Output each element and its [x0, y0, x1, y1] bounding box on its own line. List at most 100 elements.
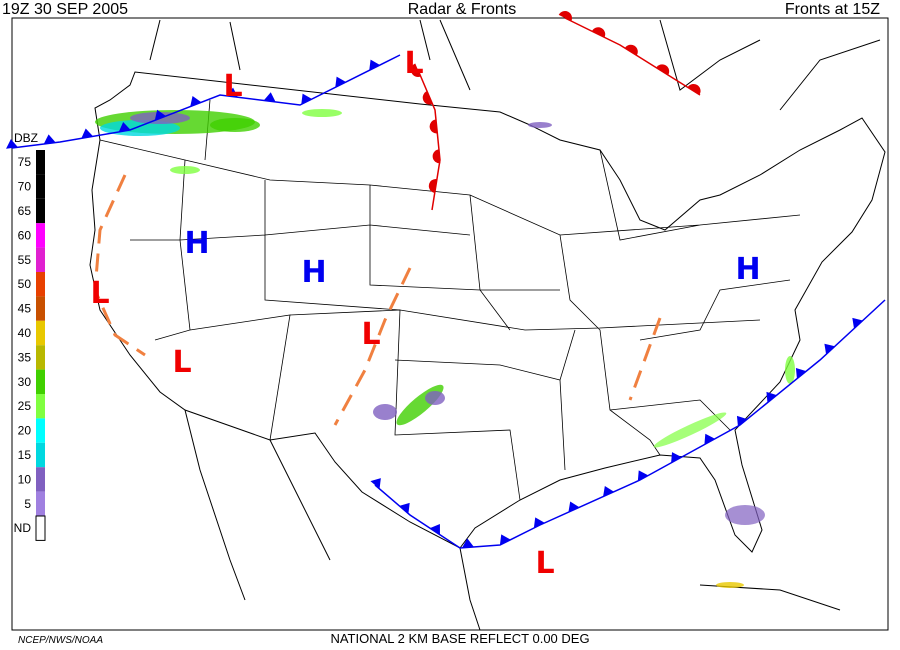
legend-swatch [36, 442, 45, 468]
high-center: H [301, 255, 326, 290]
legend-label: 25 [18, 399, 32, 413]
front-symbol [766, 391, 777, 403]
pressure-centers: L L H H L L L H L [90, 46, 760, 581]
low-center: L [361, 317, 380, 352]
front-symbol [852, 317, 863, 329]
high-center: H [184, 226, 209, 261]
legend-label: 55 [18, 253, 32, 267]
legend-title: DBZ [14, 131, 38, 145]
legend-swatch [36, 247, 45, 272]
front-symbol [399, 502, 410, 514]
radar-echo [170, 166, 200, 174]
legend-label: 75 [18, 155, 32, 169]
front-symbol [591, 27, 606, 38]
legend-swatch [36, 491, 45, 516]
legend-label: 35 [18, 350, 32, 364]
legend-swatch [36, 198, 45, 224]
front-symbol [603, 485, 615, 497]
radar-echo [210, 118, 260, 132]
legend-label: 5 [24, 497, 31, 511]
neighbor-coasts [149, 19, 881, 631]
front-symbol [533, 517, 545, 529]
legend: 75 70 65 60 55 50 45 40 35 30 25 20 15 10 5 ND [14, 150, 46, 541]
legend-label: 15 [18, 448, 32, 462]
legend-label: 65 [18, 204, 32, 218]
legend-swatch [36, 345, 45, 370]
radar-echo [425, 391, 445, 405]
front-symbol [736, 415, 748, 427]
header-fronts: Fronts at 15Z [785, 1, 880, 18]
legend-label: 10 [18, 472, 32, 486]
low-center: L [404, 46, 423, 81]
front-symbol [301, 93, 313, 105]
map-frame [11, 17, 889, 631]
front-symbol [558, 11, 572, 22]
legend-swatch [36, 174, 45, 199]
legend-label: 60 [18, 228, 32, 242]
radar-echo [725, 505, 765, 525]
header-time: 19Z 30 SEP 2005 [2, 1, 128, 18]
front-symbol [432, 149, 441, 164]
warm-front [417, 69, 441, 211]
legend-swatch [36, 150, 45, 175]
legend-swatch [36, 369, 45, 394]
product-name: NATIONAL 2 KM BASE REFLECT 0.00 DEG [330, 631, 589, 646]
radar-echo [716, 582, 744, 588]
front-symbol [461, 538, 474, 548]
front-symbol [411, 63, 421, 77]
state-lines [99, 99, 801, 501]
front-symbol [704, 433, 715, 445]
legend-swatch [36, 296, 45, 321]
front-symbol [6, 139, 18, 149]
front-symbol [656, 64, 670, 76]
front-symbol [671, 452, 682, 463]
legend-swatch [36, 223, 45, 248]
high-center: H [735, 252, 760, 287]
radar-echo [373, 404, 397, 420]
radar-echo [785, 356, 795, 384]
front-symbol [190, 96, 202, 107]
front-symbol [422, 91, 433, 105]
legend-label: 70 [18, 180, 32, 194]
front-symbol [568, 501, 580, 513]
legend-label: 50 [18, 277, 32, 291]
front-symbol [263, 92, 276, 102]
radar-echo [302, 109, 342, 117]
legend-label: 40 [18, 326, 32, 340]
legend-swatch [36, 272, 45, 297]
us-outline [89, 71, 886, 553]
front-symbol [369, 59, 380, 71]
legend-swatch [36, 394, 45, 419]
legend-label: ND [14, 521, 32, 535]
legend-swatch [36, 320, 45, 346]
legend-swatch [35, 515, 46, 541]
fronts [6, 11, 886, 549]
front-symbol [428, 179, 437, 193]
radar-echo [528, 122, 552, 128]
front-symbol [499, 534, 511, 546]
front-symbol [118, 122, 131, 132]
front-symbol [624, 44, 638, 56]
troughs [93, 174, 662, 426]
front-symbol [81, 128, 94, 139]
front-symbol [637, 470, 649, 482]
front-symbol [154, 109, 166, 121]
credit: NCEP/NWS/NOAA [18, 635, 103, 646]
low-center: L [90, 276, 109, 311]
borders [89, 19, 886, 631]
front-symbol [687, 83, 701, 95]
legend-label: 30 [18, 375, 32, 389]
front-symbol [225, 87, 238, 98]
low-center: L [535, 546, 554, 581]
front-symbol [429, 119, 438, 134]
front-symbol [795, 367, 807, 379]
legend-swatch [36, 467, 45, 492]
front-symbol [335, 76, 346, 88]
legend-label: 20 [18, 424, 32, 438]
legend-label: 45 [18, 302, 32, 316]
front-symbol [370, 478, 381, 489]
low-center: L [172, 345, 191, 380]
warm-front [564, 17, 701, 96]
